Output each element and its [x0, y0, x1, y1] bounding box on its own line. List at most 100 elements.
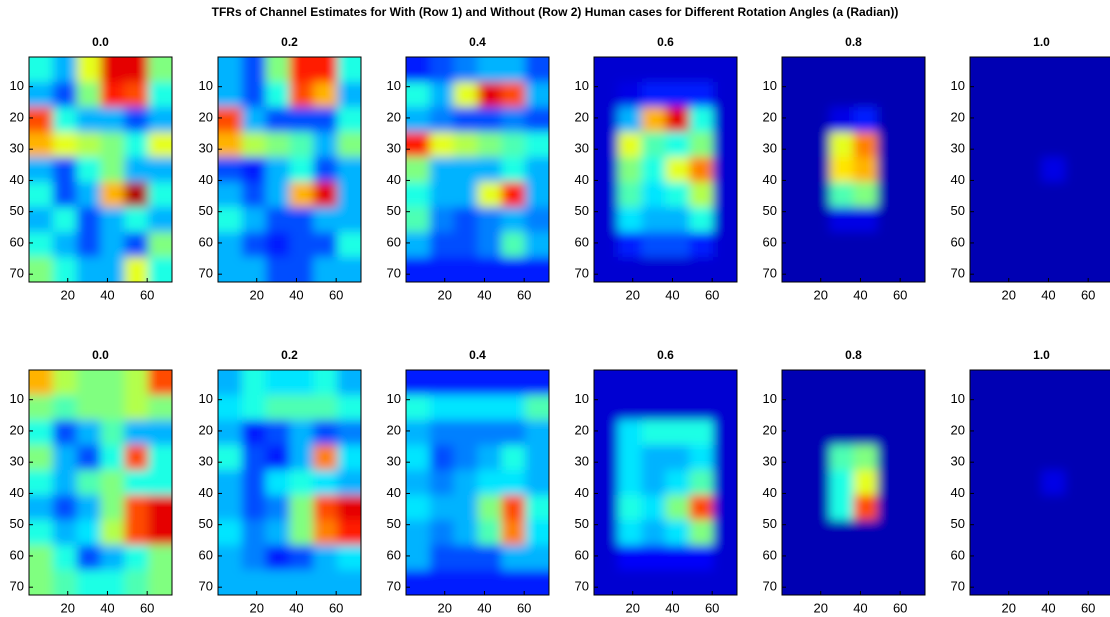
- heatmap-cell: [617, 470, 643, 496]
- y-tick-label: 20: [10, 109, 24, 124]
- heatmap: [218, 370, 361, 595]
- heatmap-cells: [29, 57, 172, 282]
- heatmap-cell: [617, 107, 643, 133]
- heatmap-cell: [713, 257, 737, 282]
- y-tick-label: 20: [951, 422, 965, 437]
- heatmap: [970, 57, 1110, 282]
- heatmap-cell: [1041, 107, 1066, 133]
- x-tick-label: 40: [289, 287, 303, 302]
- heatmap-cell: [265, 82, 290, 108]
- heatmap-cell: [713, 82, 737, 108]
- heatmap-cell: [901, 420, 925, 446]
- x-tick-label: 60: [1081, 287, 1095, 302]
- heatmap-cell: [829, 570, 854, 595]
- heatmap-cell: [429, 570, 455, 595]
- heatmap-cell: [525, 570, 549, 595]
- heatmap-cell: [594, 157, 619, 183]
- heatmap-cell: [429, 395, 455, 421]
- heatmap-cell: [877, 107, 902, 133]
- heatmap-cell: [970, 182, 995, 208]
- heatmap: [782, 57, 925, 282]
- heatmap-cell: [782, 520, 807, 546]
- heatmap-cell: [289, 82, 314, 108]
- heatmap-cell: [594, 545, 619, 571]
- heatmap-cell: [641, 570, 666, 595]
- heatmap-cell: [76, 232, 101, 258]
- heatmap-cell: [148, 470, 172, 496]
- heatmap-cell: [594, 82, 619, 108]
- heatmap-cell: [148, 232, 172, 258]
- heatmap-cell: [970, 470, 995, 496]
- heatmap-cell: [218, 445, 243, 471]
- heatmap-cell: [1089, 257, 1110, 282]
- heatmap-cell: [100, 82, 125, 108]
- y-tick-label: 60: [387, 234, 401, 249]
- x-tick-label: 40: [853, 287, 867, 302]
- heatmap-cell: [901, 470, 925, 496]
- heatmap-cell: [100, 257, 125, 282]
- heatmap-cell: [665, 57, 690, 83]
- heatmap-cell: [76, 395, 101, 421]
- y-tick-label: 70: [199, 579, 213, 594]
- heatmap-cell: [148, 570, 172, 595]
- y-tick-label: 20: [199, 109, 213, 124]
- heatmap-cell: [1089, 107, 1110, 133]
- heatmap-cell: [713, 232, 737, 258]
- heatmap-cell: [641, 257, 666, 282]
- heatmap-cell: [289, 107, 314, 133]
- heatmap-cell: [52, 520, 78, 546]
- heatmap-cell: [406, 257, 431, 282]
- heatmap-cell: [853, 395, 878, 421]
- subplot-title: 0.8: [845, 35, 862, 49]
- heatmap-cell: [713, 157, 737, 183]
- axes-frame: [593, 56, 738, 283]
- x-tick-label: 60: [893, 287, 907, 302]
- heatmap-cell: [501, 370, 526, 396]
- y-tick-label: 10: [199, 78, 213, 93]
- heatmap-cell: [641, 370, 666, 396]
- heatmap-cell: [993, 57, 1019, 83]
- heatmap-cell: [313, 232, 338, 258]
- heatmap-cell: [52, 495, 78, 521]
- heatmap-cell: [241, 107, 267, 133]
- y-tick-label: 60: [951, 234, 965, 249]
- heatmap-cell: [148, 370, 172, 396]
- heatmap-cell: [901, 370, 925, 396]
- heatmap-cell: [594, 570, 619, 595]
- heatmap-cell: [665, 520, 690, 546]
- subplot-title: 0.0: [92, 348, 109, 362]
- heatmap-cell: [877, 470, 902, 496]
- heatmap-cell: [1041, 520, 1066, 546]
- heatmap-cell: [594, 107, 619, 133]
- heatmap-cell: [477, 395, 502, 421]
- heatmap-cell: [76, 132, 101, 158]
- heatmap-cell: [148, 157, 172, 183]
- heatmap-cell: [337, 470, 361, 496]
- heatmap-cell: [713, 445, 737, 471]
- heatmap-cell: [853, 107, 878, 133]
- heatmap-cell: [241, 420, 267, 446]
- heatmap-cell: [429, 445, 455, 471]
- heatmap-cell: [970, 82, 995, 108]
- y-tick-label: 40: [387, 485, 401, 500]
- heatmap-cell: [453, 82, 478, 108]
- heatmap-cell: [1041, 570, 1066, 595]
- heatmap-cell: [1017, 257, 1042, 282]
- heatmap-cell: [313, 182, 338, 208]
- heatmap-cell: [337, 495, 361, 521]
- heatmap-cell: [993, 257, 1019, 282]
- heatmap-cell: [853, 545, 878, 571]
- heatmap-cells: [594, 57, 737, 282]
- heatmap-cell: [406, 545, 431, 571]
- y-tick-label: 60: [199, 547, 213, 562]
- heatmap-cell: [641, 157, 666, 183]
- heatmap-cell: [406, 182, 431, 208]
- heatmap-cell: [993, 107, 1019, 133]
- y-tick-label: 10: [763, 78, 777, 93]
- subplot-title: 0.2: [281, 35, 298, 49]
- heatmap-cell: [805, 232, 831, 258]
- axes-frame: [217, 369, 362, 596]
- heatmap-cell: [525, 207, 549, 233]
- heatmap-cell: [337, 420, 361, 446]
- y-tick-label: 40: [10, 172, 24, 187]
